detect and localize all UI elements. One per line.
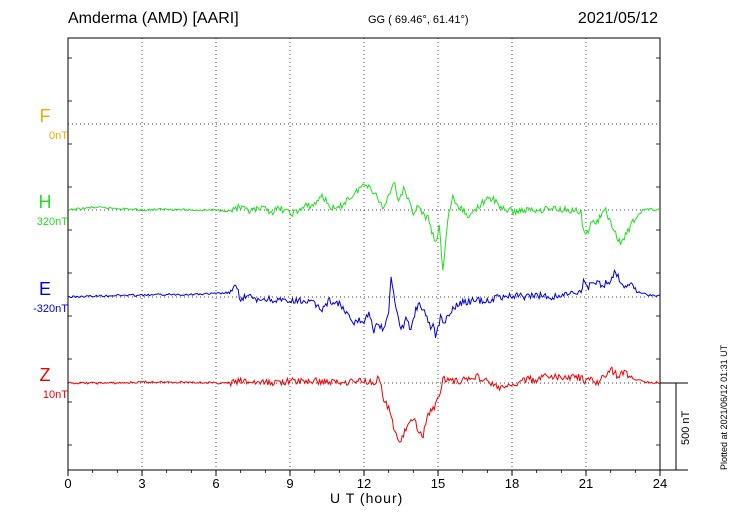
x-tick-label: 3 (138, 476, 146, 491)
series-line-z (68, 366, 660, 443)
x-tick-label: 21 (578, 476, 594, 491)
x-tick-label: 15 (430, 476, 446, 491)
component-offset-h: 320nT (36, 216, 68, 228)
x-axis-label: U T (hour) (330, 490, 404, 506)
component-offset-f: 0nT (49, 130, 68, 142)
component-offset-z: 10nT (42, 389, 68, 401)
component-letter-e: E (38, 279, 51, 299)
x-tick-label: 0 (64, 476, 72, 491)
date-label: 2021/05/12 (577, 10, 658, 27)
series-line-h (68, 182, 660, 271)
component-letter-z: Z (39, 365, 51, 385)
x-tick-label: 18 (504, 476, 520, 491)
component-offset-e: -320nT (33, 303, 68, 315)
component-letter-h: H (38, 192, 52, 212)
series-line-e (68, 268, 660, 338)
coordinates-label: GG ( 69.46°, 61.41°) (368, 14, 469, 26)
x-tick-label: 24 (652, 476, 668, 491)
x-tick-label: 9 (286, 476, 294, 491)
component-letter-f: F (39, 106, 51, 126)
station-title: Amderma (AMD) [AARI] (68, 10, 239, 27)
scale-bar-label: 500 nT (680, 410, 692, 445)
x-tick-label: 6 (212, 476, 220, 491)
x-tick-label: 12 (356, 476, 372, 491)
plotted-timestamp: Plotted at 2021/06/12 01:31 UT (719, 344, 729, 470)
